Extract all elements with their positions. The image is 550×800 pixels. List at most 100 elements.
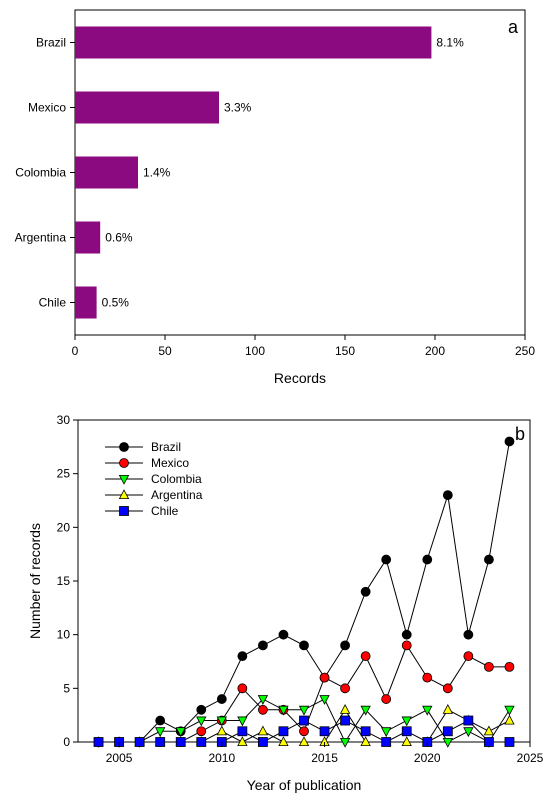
- point-chile: [484, 737, 494, 747]
- point-argentina: [237, 736, 248, 746]
- bar-mexico: [75, 91, 219, 124]
- point-chile: [93, 737, 104, 747]
- legend-label-colombia: Colombia: [151, 472, 202, 486]
- point-mexico: [381, 694, 392, 704]
- point-brazil: [155, 715, 166, 726]
- point-chile: [299, 715, 309, 726]
- point-colombia: [422, 705, 433, 716]
- panel-label-a: a: [508, 17, 519, 37]
- data-label-chile: 0.5%: [102, 296, 130, 310]
- point-chile: [155, 737, 166, 747]
- category-label-colombia: Colombia: [15, 166, 66, 180]
- point-argentina: [504, 714, 515, 725]
- x-tick-label: 200: [425, 344, 445, 358]
- point-brazil: [216, 694, 227, 704]
- point-argentina: [360, 736, 371, 746]
- point-argentina: [339, 703, 351, 714]
- data-label-brazil: 8.1%: [436, 36, 464, 50]
- point-colombia: [504, 705, 515, 716]
- point-brazil: [278, 629, 289, 640]
- point-mexico: [484, 661, 494, 672]
- point-colombia: [175, 727, 186, 738]
- point-brazil: [237, 651, 248, 662]
- y-tick-label: 0: [63, 735, 70, 749]
- point-chile: [401, 726, 412, 737]
- point-chile: [175, 737, 186, 747]
- point-colombia: [278, 705, 289, 716]
- x-axis-label-a: Records: [274, 370, 326, 386]
- point-chile: [340, 715, 350, 726]
- point-argentina: [442, 703, 453, 714]
- data-label-argentina: 0.6%: [105, 231, 133, 245]
- point-chile: [196, 737, 207, 747]
- bar-brazil: [75, 26, 432, 59]
- point-mexico: [463, 651, 474, 662]
- y-tick-label: 10: [57, 628, 71, 642]
- point-mexico: [319, 672, 330, 683]
- x-tick-label: 2025: [517, 751, 544, 765]
- panel-label-b: b: [515, 424, 525, 444]
- point-brazil: [381, 554, 392, 565]
- x-tick-label: 2020: [414, 751, 441, 765]
- point-chile: [504, 737, 515, 747]
- legend-label-brazil: Brazil: [151, 440, 181, 454]
- legend-marker-argentina: [118, 489, 130, 500]
- point-mexico: [360, 651, 371, 662]
- x-tick-label: 0: [72, 344, 79, 358]
- y-tick-label: 20: [57, 520, 71, 534]
- point-mexico: [196, 726, 207, 737]
- x-tick-label: 2005: [106, 751, 133, 765]
- x-tick-label: 150: [335, 344, 355, 358]
- point-chile: [319, 726, 330, 737]
- point-colombia: [401, 716, 412, 727]
- y-tick-label: 5: [63, 681, 70, 695]
- x-tick-label: 2010: [208, 751, 235, 765]
- x-axis-label-b: Year of publication: [247, 777, 362, 793]
- point-argentina: [483, 725, 495, 736]
- y-tick-label: 15: [57, 574, 71, 588]
- point-mexico: [442, 683, 453, 694]
- point-chile: [360, 726, 371, 737]
- x-tick-label: 250: [515, 344, 535, 358]
- point-mexico: [504, 661, 515, 672]
- point-mexico: [340, 683, 350, 694]
- legend-label-argentina: Argentina: [151, 488, 203, 502]
- point-brazil: [463, 629, 474, 640]
- category-label-argentina: Argentina: [15, 231, 67, 245]
- point-colombia: [298, 705, 310, 716]
- legend-label-mexico: Mexico: [151, 456, 189, 470]
- x-tick-label: 2015: [311, 751, 338, 765]
- point-chile: [258, 737, 268, 747]
- point-chile: [278, 726, 289, 737]
- data-label-colombia: 1.4%: [143, 166, 171, 180]
- point-brazil: [299, 640, 309, 651]
- point-colombia: [339, 738, 351, 748]
- point-mexico: [401, 640, 412, 651]
- legend-marker-colombia: [118, 474, 130, 485]
- point-mexico: [258, 704, 268, 715]
- point-mexico: [299, 726, 309, 737]
- x-tick-label: 50: [158, 344, 172, 358]
- legend-marker-chile: [119, 506, 129, 516]
- point-brazil: [484, 554, 494, 565]
- legend-marker-brazil: [119, 442, 129, 452]
- bar-chart-a: a Brazil Mexico Colombia Argentina Chile 8.1…: [15, 9, 535, 386]
- legend-b: Brazil Mexico Colombia Argentina Chile: [105, 440, 203, 518]
- point-brazil: [422, 554, 433, 565]
- legend-label-chile: Chile: [151, 504, 179, 518]
- point-chile: [134, 737, 145, 747]
- point-chile: [463, 715, 474, 726]
- point-chile: [381, 737, 392, 747]
- point-argentina: [401, 736, 412, 746]
- point-colombia: [155, 727, 166, 738]
- category-label-chile: Chile: [39, 296, 67, 310]
- point-chile: [237, 726, 248, 737]
- plot-area-b: [77, 419, 531, 743]
- y-tick-label: 25: [57, 467, 71, 481]
- bar-argentina: [75, 221, 101, 254]
- point-colombia: [463, 727, 474, 738]
- point-chile: [442, 726, 453, 737]
- point-colombia: [381, 727, 392, 738]
